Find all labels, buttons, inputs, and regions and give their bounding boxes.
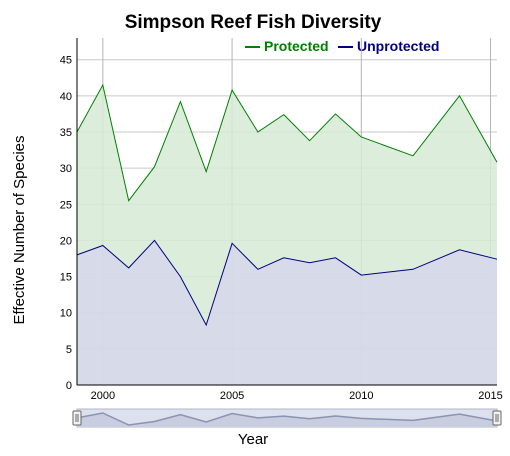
- y-tick-label: 40: [60, 91, 72, 103]
- navigator-handle-left[interactable]: [72, 410, 82, 426]
- y-tick-label: 35: [60, 127, 72, 139]
- series-area-unprotected: [77, 240, 497, 385]
- plot-areas: [77, 85, 497, 385]
- x-tick-label: 2000: [91, 390, 115, 402]
- navigator-area: [77, 413, 497, 427]
- legend-label-unprotected: Unprotected: [357, 38, 439, 54]
- plot-lines: [76, 83, 498, 327]
- y-tick-label: 25: [60, 199, 72, 211]
- legend-label-protected: Protected: [264, 38, 329, 54]
- legend[interactable]: Protected Unprotected: [245, 38, 439, 54]
- x-axis-label: Year: [238, 431, 268, 448]
- range-navigator[interactable]: [72, 408, 502, 428]
- y-tick-labels: 0 5 10 15 20 25 30 35 40 45: [60, 55, 72, 392]
- y-tick-label: 20: [60, 235, 72, 247]
- legend-item-protected[interactable]: Protected: [245, 38, 329, 54]
- y-tick-label: 15: [60, 272, 72, 284]
- series-line-unprotected[interactable]: [76, 239, 498, 327]
- navigator-handle-right[interactable]: [492, 410, 502, 426]
- series-line-protected[interactable]: [76, 83, 498, 202]
- x-tick-label: 2015: [478, 390, 502, 402]
- chart-title: Simpson Reef Fish Diversity: [125, 12, 382, 33]
- axes: [76, 38, 497, 386]
- y-tick-label: 45: [60, 55, 72, 67]
- y-axis-label: Effective Number of Species: [11, 136, 28, 325]
- x-tick-labels: 2000 2005 2010 2015: [91, 390, 503, 402]
- y-tick-label: 10: [60, 308, 72, 320]
- y-tick-label: 0: [66, 380, 72, 392]
- x-tick-label: 2005: [220, 390, 244, 402]
- navigator-line: [76, 412, 498, 426]
- y-tick-label: 5: [66, 344, 72, 356]
- y-tick-label: 30: [60, 163, 72, 175]
- legend-item-unprotected[interactable]: Unprotected: [338, 38, 439, 54]
- x-tick-label: 2010: [349, 390, 373, 402]
